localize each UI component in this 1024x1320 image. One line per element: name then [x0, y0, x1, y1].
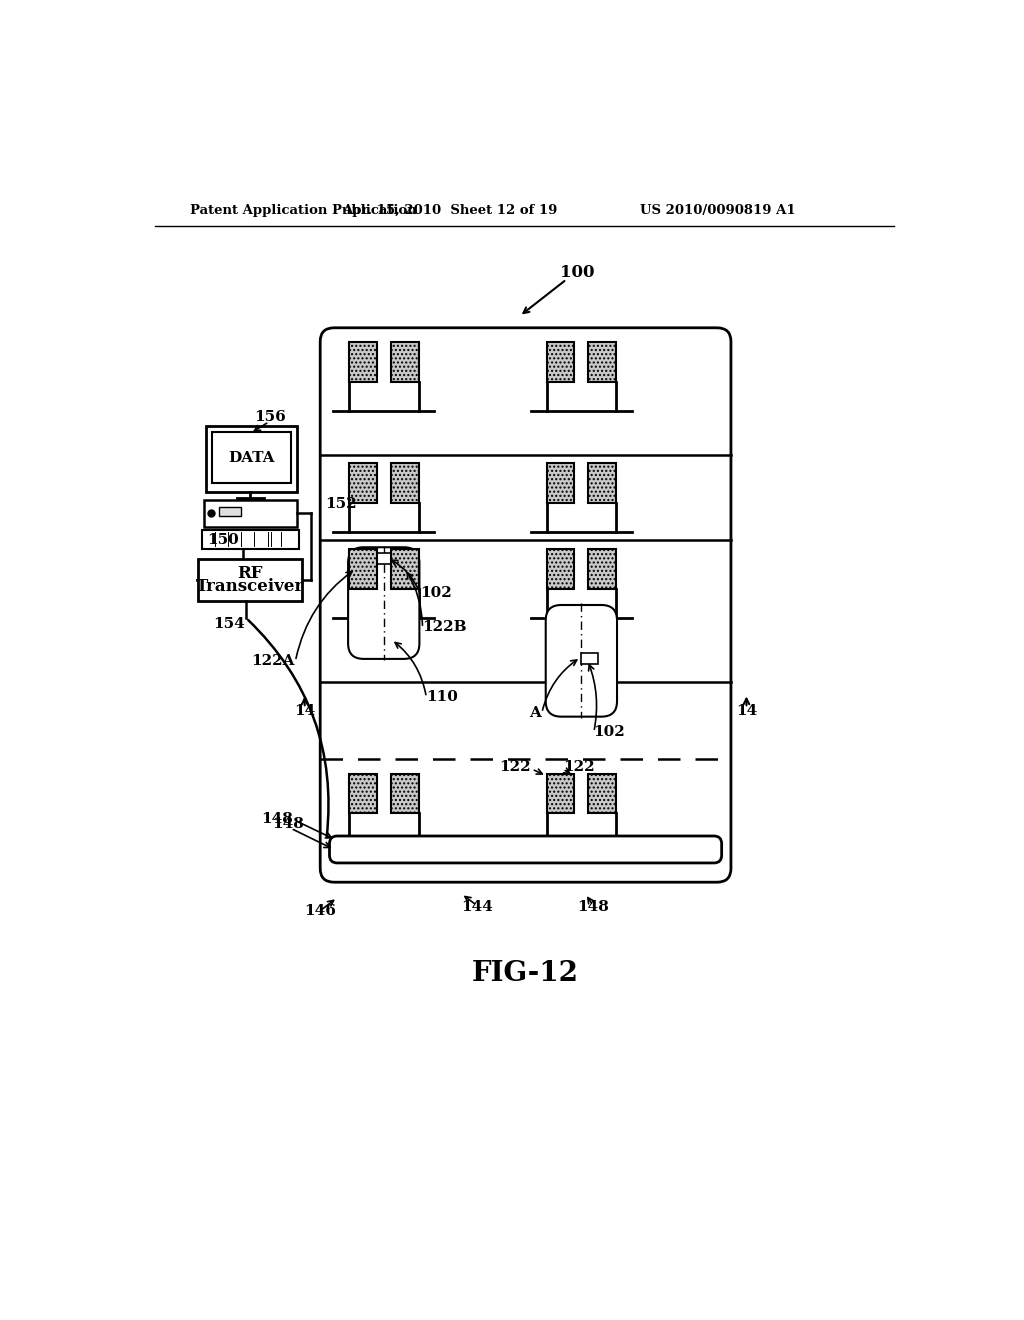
Bar [349, 342, 377, 381]
Bar [349, 462, 377, 503]
Text: 148: 148 [261, 812, 293, 826]
Bar [204, 499, 297, 527]
FancyBboxPatch shape [348, 548, 420, 659]
Text: 148: 148 [578, 900, 609, 913]
Text: 14: 14 [736, 705, 757, 718]
FancyBboxPatch shape [546, 605, 617, 717]
Text: 122: 122 [563, 760, 594, 774]
Bar [547, 462, 574, 503]
Bar [202, 529, 299, 549]
Bar [375, 553, 392, 564]
Text: US 2010/0090819 A1: US 2010/0090819 A1 [640, 205, 795, 218]
Text: DATA: DATA [228, 450, 274, 465]
Text: 14: 14 [294, 705, 315, 718]
FancyBboxPatch shape [330, 836, 722, 863]
Bar [349, 775, 377, 813]
Text: 100: 100 [560, 264, 595, 281]
FancyBboxPatch shape [321, 327, 731, 882]
Text: 146: 146 [304, 904, 336, 919]
Text: 150: 150 [208, 532, 240, 546]
Text: 122B: 122B [423, 619, 467, 634]
Text: 148: 148 [272, 817, 304, 830]
Text: 102: 102 [420, 586, 452, 601]
Text: Transceiver: Transceiver [196, 578, 304, 595]
Text: 122A: 122A [251, 655, 295, 668]
Bar [391, 342, 419, 381]
Bar [547, 342, 574, 381]
Text: Apr. 15, 2010  Sheet 12 of 19: Apr. 15, 2010 Sheet 12 of 19 [342, 205, 557, 218]
Text: 154: 154 [213, 618, 245, 631]
Bar [589, 342, 616, 381]
Bar [391, 549, 419, 589]
Bar [589, 549, 616, 589]
Bar [206, 426, 297, 492]
Text: 110: 110 [426, 690, 459, 705]
Text: 144: 144 [461, 900, 493, 913]
Bar [547, 549, 574, 589]
Bar [547, 775, 574, 813]
Text: A: A [529, 706, 541, 719]
Text: RF: RF [238, 565, 263, 582]
Bar [589, 462, 616, 503]
Text: 156: 156 [254, 411, 286, 424]
Bar [212, 432, 291, 483]
Bar [219, 507, 241, 516]
Bar [581, 653, 598, 664]
Bar [198, 558, 302, 601]
Text: 152: 152 [325, 498, 356, 511]
Text: FIG-12: FIG-12 [471, 960, 579, 986]
Text: Patent Application Publication: Patent Application Publication [190, 205, 417, 218]
Text: 102: 102 [593, 725, 625, 739]
Bar [391, 775, 419, 813]
Bar [589, 775, 616, 813]
Bar [391, 462, 419, 503]
Bar [349, 549, 377, 589]
Text: 122: 122 [500, 760, 531, 774]
